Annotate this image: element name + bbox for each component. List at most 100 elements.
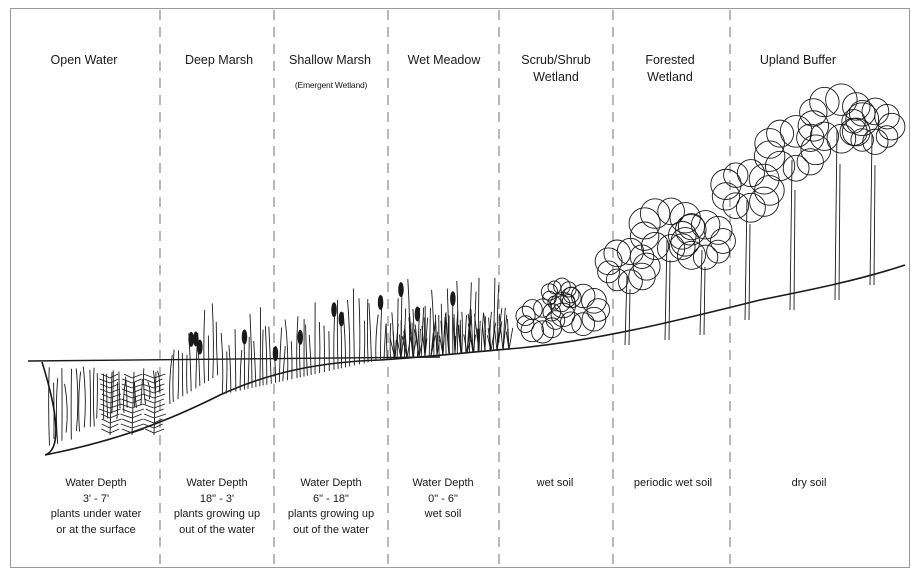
reed (363, 320, 366, 364)
reed (234, 329, 237, 392)
submerged-plant (152, 370, 156, 393)
submerged-plant (78, 371, 82, 432)
pondweed-leaf (100, 413, 111, 419)
tree-trunk (628, 288, 631, 346)
reed (249, 314, 253, 388)
tree-crown (754, 128, 785, 159)
cattail-head (297, 329, 304, 345)
grass-blade (459, 324, 462, 354)
pondweed-leaf (109, 373, 119, 379)
pondweed-leaf (123, 373, 133, 379)
reed (469, 282, 472, 353)
grass-blade (423, 317, 426, 357)
tree-trunk (699, 249, 703, 336)
tree-crown (842, 92, 871, 121)
tree-crown (841, 117, 871, 147)
zone-desc-open-water: Water Depth 3' - 7' plants under water o… (50, 477, 142, 536)
pondweed-leaf (153, 403, 166, 409)
submerged-plant (48, 367, 50, 446)
grass-blade (430, 335, 436, 357)
zone-label-forested-wetland: Forested Wetland (645, 53, 695, 84)
tree-crown (675, 214, 707, 246)
tree-crown (754, 175, 785, 206)
reed (296, 316, 299, 379)
reed (268, 326, 272, 384)
zone-label-wet-meadow: Wet Meadow (407, 53, 481, 67)
grass-blade (401, 335, 408, 358)
reed (305, 324, 308, 376)
reed (264, 326, 268, 385)
reed (220, 332, 224, 395)
pondweed-leaf (143, 398, 155, 404)
pondweed-leaf (121, 428, 133, 434)
tree-crown (766, 119, 795, 148)
pondweed-leaf (109, 403, 122, 409)
pondweed-leaf (109, 428, 120, 434)
tree-crown (629, 244, 655, 269)
reed (169, 354, 173, 405)
tree-trunk (744, 199, 748, 321)
grass-blade (498, 313, 504, 351)
zone-desc-scrub-shrub: wet soil (536, 477, 574, 489)
tree-trunk (703, 266, 706, 336)
pondweed-leaf (153, 373, 166, 379)
pondweed-leaf (143, 423, 155, 429)
grass-blade (482, 325, 486, 352)
grass-blade (466, 308, 471, 354)
grass-blade (496, 308, 503, 351)
shrub (560, 311, 582, 334)
tree-crown (657, 197, 685, 226)
pondweed-leaf (121, 388, 133, 394)
tree-trunk (748, 223, 751, 321)
reed (262, 329, 264, 386)
pondweed-leaf (101, 373, 111, 379)
grass-blade (436, 331, 439, 356)
submerged-plant (92, 367, 95, 427)
pondweed-leaf (131, 408, 145, 414)
tree-trunk (664, 239, 668, 341)
tree-crown (753, 140, 786, 172)
reed (407, 279, 410, 358)
zone-label-deep-marsh: Deep Marsh (184, 53, 254, 67)
cattail-head (197, 339, 203, 355)
reed (228, 345, 232, 393)
submerged-plant (140, 378, 143, 406)
grass-blade (474, 314, 480, 353)
grass-blade (507, 328, 510, 350)
tree-crown (749, 186, 780, 217)
tree-crown (796, 123, 825, 152)
grass-blade (472, 334, 477, 353)
pondweed-leaf (143, 413, 155, 419)
submerged-plant (82, 366, 86, 428)
pondweed-leaf (131, 413, 142, 419)
pondweed-leaf (121, 418, 133, 424)
pondweed-leaf (153, 408, 164, 414)
reed (225, 351, 228, 394)
reed (480, 312, 485, 352)
zone-label-open-water: Open Water (50, 53, 118, 67)
reed (389, 323, 392, 360)
pondweed-leaf (143, 373, 155, 379)
pondweed-leaf (121, 383, 133, 389)
pondweed-leaf (153, 428, 165, 434)
tree-crown (639, 198, 671, 229)
grass-blade (392, 330, 396, 359)
tree-crown (690, 210, 721, 240)
reed (358, 298, 361, 365)
grass-blade (408, 317, 414, 358)
grass-blade (463, 334, 468, 354)
reed (375, 314, 379, 361)
cattail-head (188, 331, 194, 347)
pondweed-leaf (131, 388, 142, 394)
pondweed-leaf (131, 378, 142, 384)
tree-crown (735, 192, 766, 223)
pondweed-leaf (131, 403, 143, 409)
pondweed-leaf (153, 423, 163, 429)
submerged-plant (118, 371, 121, 409)
pondweed-leaf (120, 413, 133, 419)
reed (172, 349, 175, 403)
tree-trunk (873, 164, 876, 286)
cattail-head (272, 346, 279, 362)
submerged-plant (96, 373, 98, 419)
vegetation-sketch (48, 83, 906, 446)
